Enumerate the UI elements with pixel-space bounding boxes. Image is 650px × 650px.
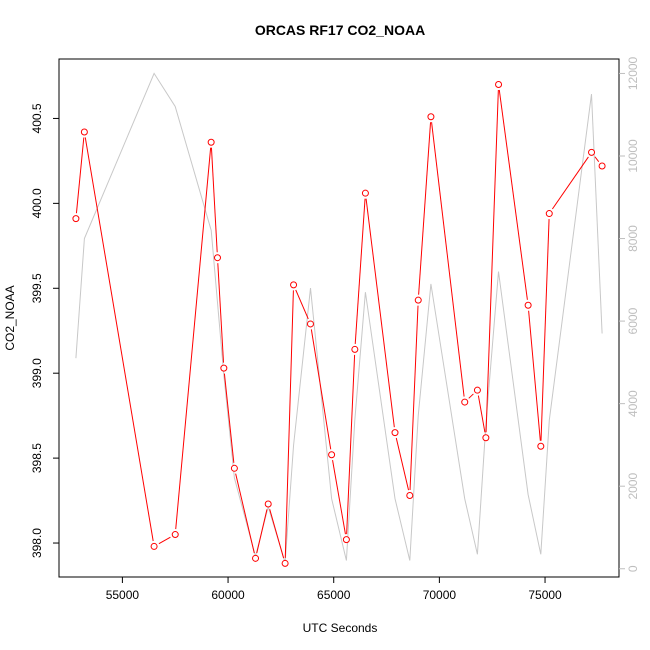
- co2-point: [598, 162, 606, 170]
- x-axis: 55000 60000 65000 70000 75000: [106, 577, 562, 602]
- co2-point: [80, 128, 88, 136]
- y-tick-label: 398.5: [30, 443, 44, 473]
- chart-title: ORCAS RF17 CO2_NOAA: [255, 22, 425, 38]
- y-tick-label: 400.0: [30, 188, 44, 218]
- co2-point: [213, 254, 221, 262]
- co2-segment: [485, 89, 499, 433]
- co2-point: [495, 80, 503, 88]
- co2-point: [588, 148, 596, 156]
- plot-frame: [58, 58, 620, 578]
- co2-segment: [365, 198, 395, 428]
- co2-point: [171, 531, 179, 539]
- y-tick-label: 399.0: [30, 358, 44, 388]
- co2-point: [406, 491, 414, 499]
- x-axis-label: UTC Seconds: [303, 621, 378, 635]
- co2-segment: [395, 437, 410, 491]
- co2-point: [461, 398, 469, 406]
- y2-tick-label: 12000: [626, 56, 640, 90]
- co2-point: [290, 281, 298, 289]
- co2-segment: [540, 219, 550, 441]
- co2-point: [545, 210, 553, 218]
- series-layer: [72, 72, 606, 567]
- co2-point: [207, 138, 215, 146]
- co2-segment: [477, 395, 486, 433]
- y-tick-label: 398.0: [30, 528, 44, 558]
- co2-point: [281, 559, 289, 567]
- co2-segment: [498, 89, 528, 300]
- co2-point: [230, 464, 238, 472]
- co2-point: [427, 113, 435, 121]
- co2-point: [328, 451, 336, 459]
- co2-segment: [528, 310, 541, 441]
- co2-segment: [223, 373, 235, 463]
- co2-segment: [84, 137, 154, 542]
- co2-point: [264, 500, 272, 508]
- co2-point: [306, 320, 314, 328]
- co2-point: [482, 434, 490, 442]
- co2-point: [361, 189, 369, 197]
- co2-segment: [551, 156, 589, 210]
- y-axis-right: 0 2000 4000 6000 8000 10000 12000: [619, 56, 640, 572]
- co2-segment: [310, 329, 332, 450]
- co2-segment: [332, 460, 346, 535]
- co2-segment: [346, 354, 356, 535]
- x-tick-label: 55000: [106, 588, 140, 602]
- y2-tick-label: 8000: [626, 225, 640, 252]
- co2-segment: [295, 289, 309, 320]
- co2-point: [414, 296, 422, 304]
- altitude-line: [75, 72, 603, 563]
- y-axis-label: CO2_NOAA: [3, 285, 17, 350]
- y2-tick-label: 10000: [626, 139, 640, 173]
- co2-point: [252, 554, 260, 562]
- co2-point: [351, 345, 359, 353]
- co2-segment: [594, 156, 600, 162]
- co2-segment: [210, 147, 218, 253]
- co2-segment: [284, 290, 294, 558]
- x-tick-label: 75000: [528, 588, 562, 602]
- co2-segment: [269, 509, 285, 559]
- co2-point: [150, 542, 158, 550]
- co2-segment: [418, 122, 432, 295]
- co2-segment: [409, 305, 419, 491]
- co2-segment: [256, 509, 268, 554]
- co2-segment: [175, 147, 212, 530]
- y2-tick-label: 2000: [626, 473, 640, 500]
- y-tick-label: 400.5: [30, 103, 44, 133]
- x-tick-label: 65000: [317, 588, 351, 602]
- co2-segment: [235, 473, 255, 554]
- y2-tick-label: 0: [626, 565, 640, 572]
- y2-tick-label: 6000: [626, 307, 640, 334]
- co2-segment: [158, 536, 171, 545]
- co2-segment: [431, 122, 465, 397]
- co2-segment: [468, 393, 474, 399]
- co2-point: [524, 301, 532, 309]
- co2-point: [537, 442, 545, 450]
- co2-point: [220, 364, 228, 372]
- co2-point: [342, 536, 350, 544]
- x-tick-label: 60000: [211, 588, 245, 602]
- co2-point: [391, 429, 399, 437]
- co2-segment: [217, 263, 225, 363]
- x-tick-label: 70000: [423, 588, 457, 602]
- co2-point: [72, 215, 80, 223]
- y-tick-label: 399.5: [30, 273, 44, 303]
- y-axis-left: 398.0 398.5 399.0 399.5 400.0 400.5: [30, 103, 59, 558]
- co2-segment: [354, 198, 366, 344]
- co2-segment: [75, 137, 85, 214]
- co2-point: [473, 386, 481, 394]
- y2-tick-label: 4000: [626, 390, 640, 417]
